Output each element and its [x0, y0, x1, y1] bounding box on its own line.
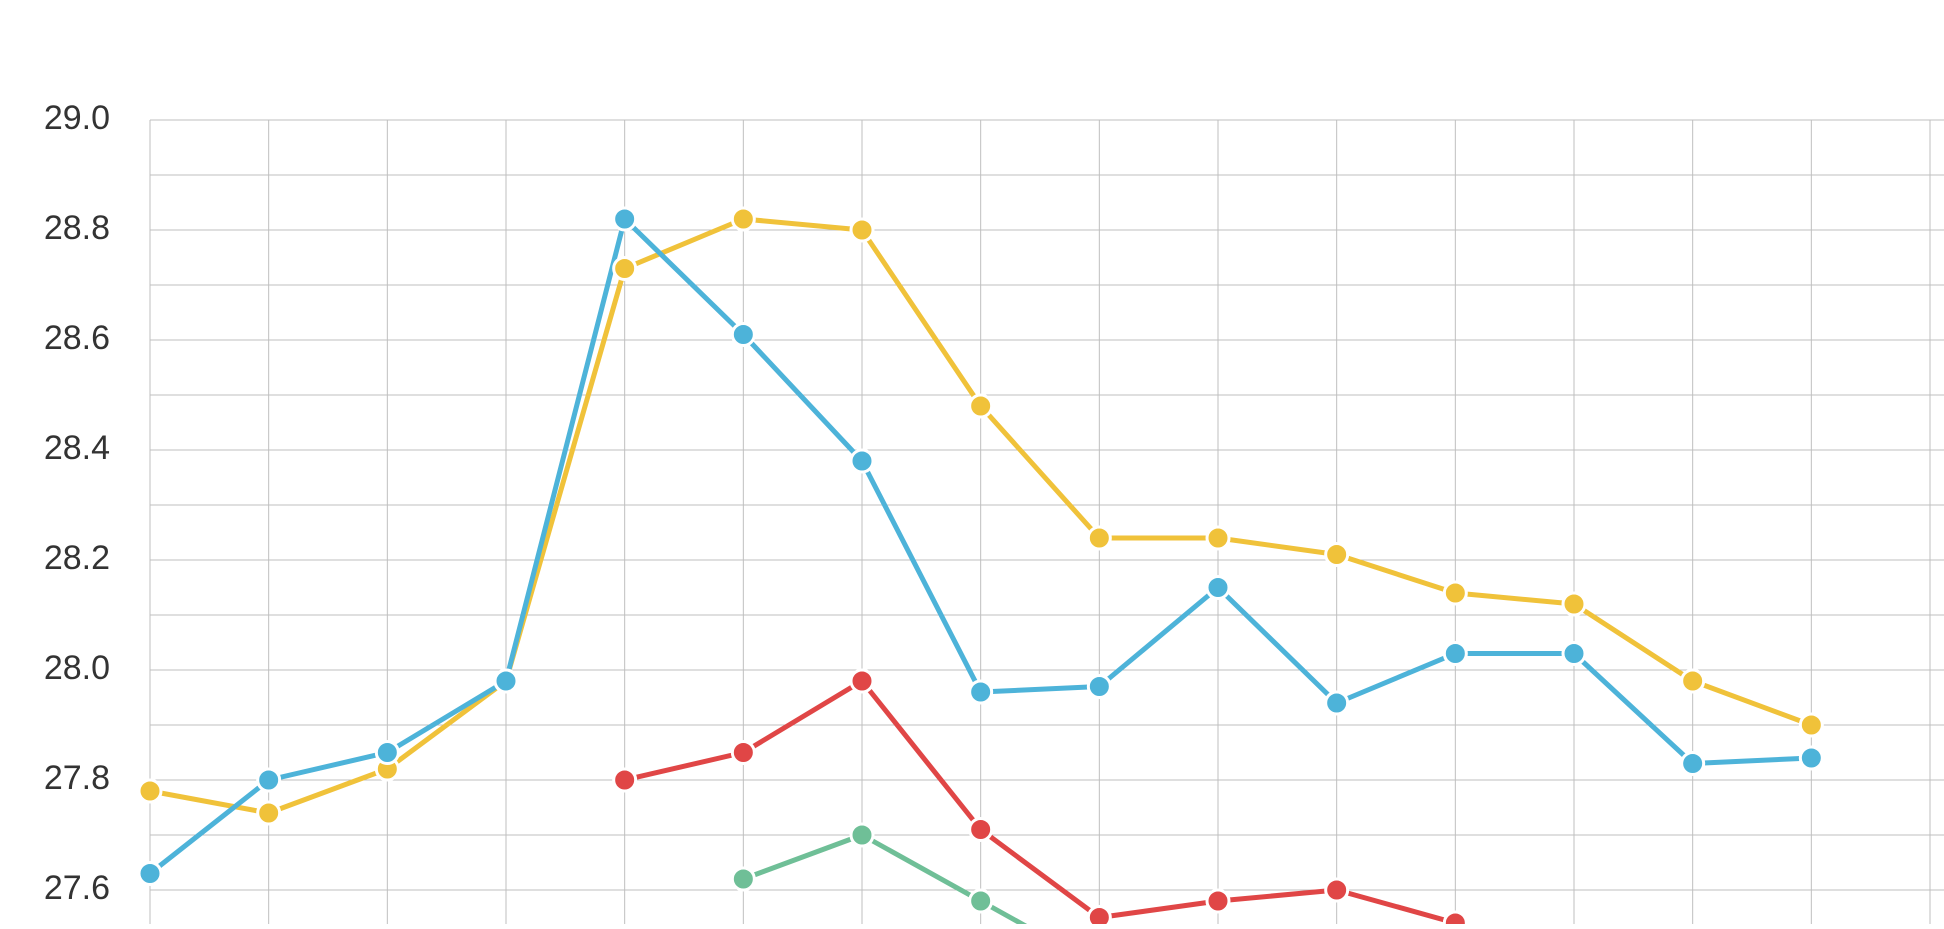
marker-yellow — [258, 802, 280, 824]
marker-yellow — [732, 208, 754, 230]
marker-yellow — [139, 780, 161, 802]
marker-blue — [970, 681, 992, 703]
marker-red — [1088, 907, 1110, 925]
marker-yellow — [1207, 527, 1229, 549]
marker-red — [614, 769, 636, 791]
marker-red — [1444, 912, 1466, 924]
line-chart: 29.0 28.8 28.6 28.4 28.2 28.0 27.8 27.6 — [0, 0, 1944, 929]
marker-blue — [732, 324, 754, 346]
marker-yellow — [1326, 544, 1348, 566]
marker-blue — [139, 863, 161, 885]
y-tick-label: 27.6 — [44, 869, 110, 907]
marker-blue — [1207, 577, 1229, 599]
marker-blue — [851, 450, 873, 472]
marker-blue — [1326, 692, 1348, 714]
y-tick-label: 28.4 — [44, 429, 110, 467]
marker-yellow — [614, 258, 636, 280]
y-tick-label: 28.8 — [44, 209, 110, 247]
marker-yellow — [851, 219, 873, 241]
y-tick-label: 29.0 — [44, 99, 110, 137]
marker-blue — [1088, 676, 1110, 698]
marker-yellow — [1444, 582, 1466, 604]
marker-green — [970, 890, 992, 912]
marker-red — [1207, 890, 1229, 912]
marker-blue — [1563, 643, 1585, 665]
y-tick-label: 28.0 — [44, 649, 110, 687]
marker-blue — [376, 742, 398, 764]
marker-yellow — [970, 395, 992, 417]
marker-blue — [1444, 643, 1466, 665]
marker-red — [732, 742, 754, 764]
marker-blue — [258, 769, 280, 791]
marker-blue — [1682, 753, 1704, 775]
marker-green — [732, 868, 754, 890]
y-tick-label: 28.2 — [44, 539, 110, 577]
grid — [150, 120, 1944, 924]
marker-yellow — [1088, 527, 1110, 549]
marker-blue — [614, 208, 636, 230]
y-tick-label: 27.8 — [44, 759, 110, 797]
y-axis-labels: 29.0 28.8 28.6 28.4 28.2 28.0 27.8 27.6 — [44, 99, 110, 907]
marker-red — [970, 819, 992, 841]
marker-red — [1326, 879, 1348, 901]
marker-green — [851, 824, 873, 846]
marker-blue — [1800, 747, 1822, 769]
marker-yellow — [1563, 593, 1585, 615]
marker-yellow — [1682, 670, 1704, 692]
marker-red — [851, 670, 873, 692]
y-tick-label: 28.6 — [44, 319, 110, 357]
marker-blue — [495, 670, 517, 692]
chart-svg: 29.0 28.8 28.6 28.4 28.2 28.0 27.8 27.6 — [0, 0, 1944, 924]
marker-yellow — [1800, 714, 1822, 736]
